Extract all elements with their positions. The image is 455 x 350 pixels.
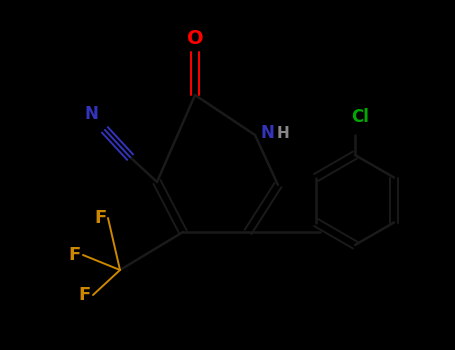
Text: F: F [79,286,91,304]
Text: F: F [94,209,106,227]
Text: F: F [69,246,81,264]
Text: N: N [84,105,98,123]
Text: N: N [260,124,274,142]
Text: H: H [277,126,290,140]
Text: Cl: Cl [351,108,369,126]
Text: O: O [187,28,203,48]
